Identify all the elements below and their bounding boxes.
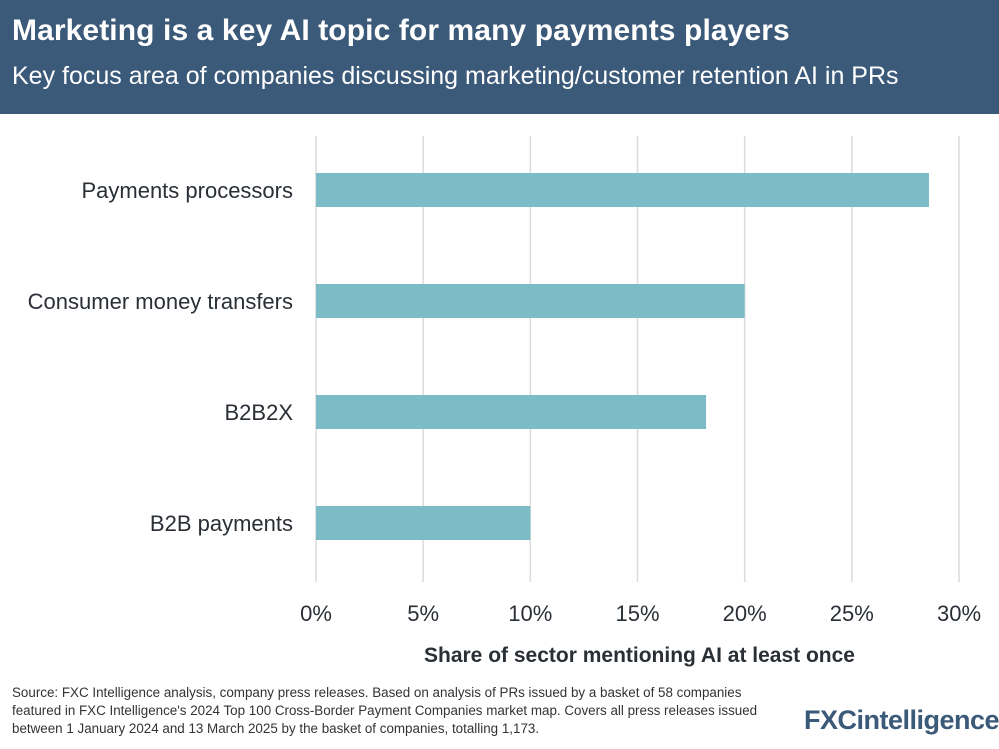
x-tick-label: 30% [937,601,981,626]
logo-intelligence-text: intelligence [856,705,999,735]
bar [316,173,929,207]
x-axis-title: Share of sector mentioning AI at least o… [424,644,855,667]
category-label: Consumer money transfers [28,289,293,314]
bar [316,284,745,318]
bar [316,395,707,429]
logo-fxc-text: FXC [804,705,857,735]
x-tick-label: 20% [723,601,767,626]
chart-title: Marketing is a key AI topic for many pay… [12,14,790,47]
chart-subtitle: Key focus area of companies discussing m… [12,62,899,90]
x-tick-label: 15% [615,601,659,626]
x-tick-label: 10% [508,601,552,626]
bar-chart: 0% 5% 10% 15% 20% 25% 30% Payments processors Co… [28,136,981,667]
category-label: B2B payments [150,511,293,536]
category-label: B2B2X [225,400,294,425]
fxc-intelligence-logo: FXCintelligence [804,705,999,736]
category-label: Payments processors [81,178,293,203]
x-tick-label: 5% [407,601,439,626]
source-note: Source: FXC Intelligence analysis, compa… [12,685,758,736]
x-tick-label: 0% [300,601,332,626]
x-tick-label: 25% [830,601,874,626]
chart-header: Marketing is a key AI topic for many pay… [0,0,999,114]
bar [316,506,531,540]
